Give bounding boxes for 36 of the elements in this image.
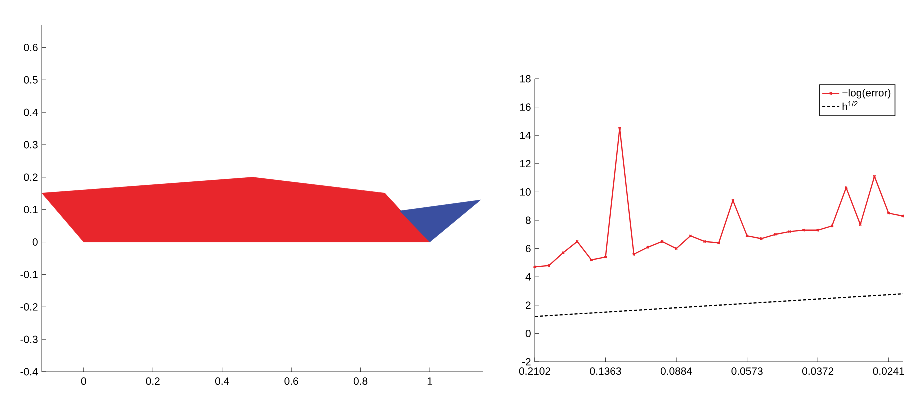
y-tick-label: 0.1 [24, 206, 38, 214]
y-tick-label: 12 [520, 160, 531, 168]
x-tick-label: 0.2102 [519, 368, 550, 376]
y-tick-label: 14 [520, 132, 531, 140]
y-tick-label: -0.3 [20, 336, 38, 344]
y-tick-label: 10 [520, 188, 531, 196]
y-tick-label: 0 [32, 238, 38, 246]
y-tick-label: -0.4 [20, 368, 38, 376]
x-tick-label: 0 [81, 378, 86, 386]
y-tick-label: 18 [520, 75, 531, 83]
y-tick-label: 0.2 [24, 174, 38, 182]
x-tick-label: 1 [428, 378, 432, 385]
y-tick-label: 16 [520, 104, 531, 112]
x-tick-label: 0.0884 [660, 368, 692, 376]
y-tick-label: 0.5 [24, 76, 38, 84]
legend-label: −log(error) [842, 89, 891, 99]
x-tick-label: 0.1363 [590, 368, 622, 376]
y-tick-label: 6 [526, 245, 531, 253]
y-tick-label: 4 [526, 274, 531, 281]
x-tick-label: 0.4 [215, 378, 230, 386]
legend-label: h$^{1/2}$ [842, 101, 858, 110]
y-tick-label: 0.6 [24, 44, 38, 52]
y-tick-label: 8 [526, 216, 531, 224]
y-tick-label: 0.3 [24, 141, 38, 149]
x-tick-label: 0.2 [146, 378, 160, 386]
x-tick-label: 0.0241 [873, 368, 904, 376]
x-tick-label: 0.0372 [802, 368, 834, 376]
y-tick-label: 2 [526, 302, 531, 310]
y-tick-label: -2 [522, 358, 531, 366]
x-tick-label: 0.8 [354, 378, 368, 386]
y-tick-label: -0.2 [20, 303, 38, 311]
y-tick-label: 0 [526, 330, 531, 338]
y-tick-label: 0.4 [24, 108, 38, 116]
x-tick-label: 0.6 [284, 378, 298, 386]
x-tick-label: 0.0573 [732, 368, 763, 376]
y-tick-label: -0.1 [20, 271, 38, 278]
